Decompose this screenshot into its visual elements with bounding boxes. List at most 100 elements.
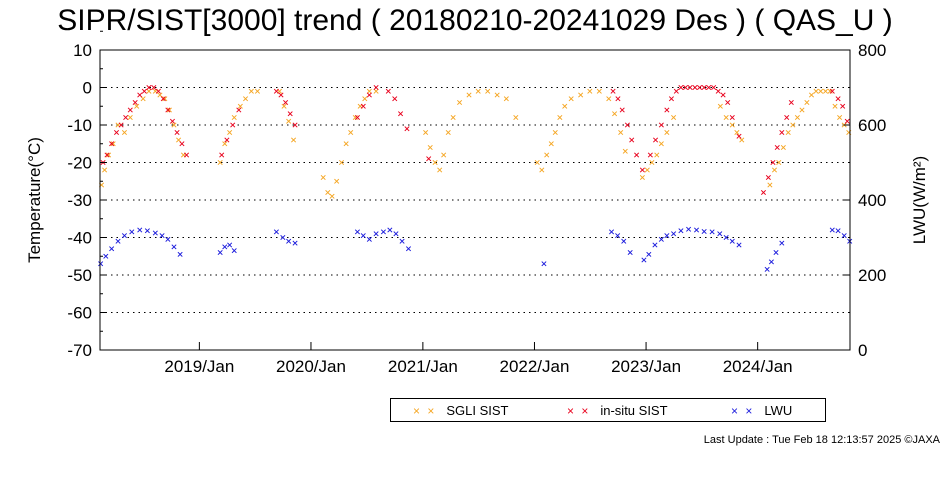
data-point (441, 152, 447, 158)
data-point (658, 122, 664, 128)
data-point (254, 88, 261, 94)
data-point (385, 88, 391, 94)
data-point (739, 137, 745, 143)
data-point (217, 159, 223, 166)
data-point (494, 92, 500, 98)
data-point (165, 107, 171, 113)
data-point (292, 122, 298, 128)
data-point (354, 229, 360, 235)
legend-marker-lwu: × × (731, 404, 755, 418)
x-tick-label: 2022/Jan (499, 357, 569, 376)
data-point (678, 84, 684, 91)
y2-tick-label: 200 (858, 266, 886, 285)
data-point (764, 266, 770, 272)
data-point (654, 152, 660, 158)
data-point (160, 96, 166, 102)
data-point (127, 114, 133, 121)
data-point (159, 233, 165, 239)
chart-title: SIPR/SIST[3000] trend ( 20180210-2024102… (57, 4, 893, 37)
data-point (723, 234, 729, 241)
data-point (231, 114, 237, 121)
data-point (177, 251, 183, 257)
data-point (373, 231, 379, 237)
data-point (273, 88, 279, 94)
data-point (132, 99, 138, 106)
data-point (280, 234, 286, 241)
data-point (771, 167, 778, 173)
data-point (103, 253, 109, 259)
grid-lines (100, 87, 850, 313)
data-point (146, 84, 152, 91)
y-tick-label: -10 (67, 116, 92, 135)
data-point (129, 229, 135, 235)
data-point (393, 231, 399, 237)
y-tick-label: -60 (67, 304, 92, 323)
data-point (658, 141, 664, 147)
data-point (151, 84, 157, 91)
data-point (624, 122, 630, 128)
y-tick-label: -40 (67, 229, 92, 248)
y-tick-label: 10 (73, 41, 92, 60)
data-point (144, 228, 150, 234)
data-point (608, 229, 615, 235)
data-point (457, 99, 463, 106)
data-point (621, 238, 627, 244)
legend-label-lwu: LWU (764, 403, 793, 418)
data-point (686, 226, 692, 232)
data-point (770, 159, 776, 166)
data-point (397, 111, 404, 117)
data-point (841, 233, 847, 239)
x-tick-label: 2019/Jan (164, 357, 234, 376)
data-point (808, 92, 815, 98)
x-tick-label: 2024/Jan (723, 357, 793, 376)
data-point (639, 174, 645, 181)
data-point (736, 242, 742, 248)
data-point (706, 84, 712, 91)
data-point (835, 228, 841, 234)
data-point (644, 167, 650, 173)
data-point (678, 228, 684, 234)
data-point (664, 107, 670, 113)
data-point (106, 152, 112, 158)
data-point (360, 233, 366, 239)
data-point (668, 96, 674, 102)
data-point (736, 133, 742, 139)
data-point (179, 141, 185, 147)
data-point (338, 159, 345, 166)
data-point (673, 88, 679, 94)
legend-label-insitu: in-situ SIST (600, 403, 668, 418)
data-point (278, 92, 284, 98)
legend: × × SGLI SIST × × in-situ SIST × × LWU (390, 398, 826, 422)
y-axis-label: Temperature(°C) (25, 137, 44, 263)
data-point (622, 148, 628, 154)
data-point (127, 107, 133, 113)
data-point (734, 129, 740, 136)
data-point (432, 159, 438, 166)
data-point (641, 257, 647, 263)
data-point (426, 156, 432, 162)
data-point (475, 88, 481, 94)
data-point (162, 96, 168, 102)
data-point (362, 96, 368, 102)
data-point (587, 88, 593, 94)
data-point (658, 236, 664, 242)
data-point (360, 103, 366, 109)
data-point (779, 129, 785, 136)
data-point (832, 103, 838, 109)
x-tick-label: 2021/Jan (388, 357, 458, 376)
data-point (109, 246, 115, 252)
data-point (219, 152, 225, 158)
data-point (137, 227, 143, 233)
data-point (615, 233, 621, 239)
data-point (503, 96, 509, 102)
y-tick-label: -50 (67, 266, 92, 285)
data-point (236, 107, 242, 113)
data-point (169, 118, 176, 124)
data-point (287, 111, 293, 117)
y-tick-label: -30 (67, 191, 92, 210)
data-point (697, 84, 703, 91)
data-point (596, 88, 602, 94)
data-point (548, 141, 554, 147)
data-point (450, 114, 456, 121)
data-point (373, 88, 379, 94)
